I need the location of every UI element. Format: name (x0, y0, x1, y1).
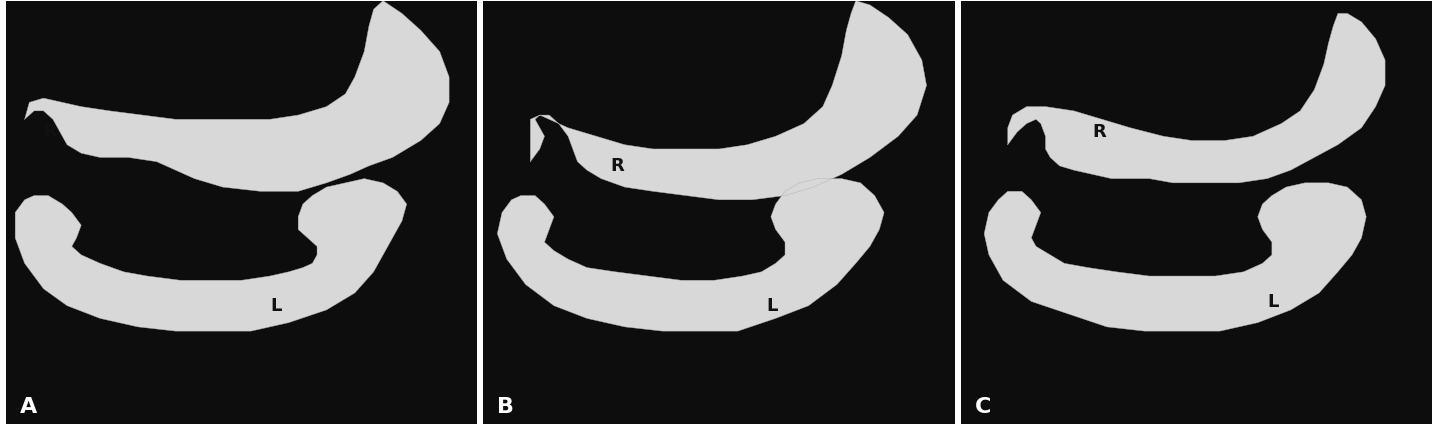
Text: R: R (1093, 123, 1106, 141)
Polygon shape (16, 179, 407, 331)
Text: L: L (766, 296, 778, 314)
Text: R: R (43, 123, 58, 141)
Text: C: C (975, 396, 991, 416)
Polygon shape (24, 2, 449, 192)
Text: B: B (498, 396, 515, 416)
Text: A: A (20, 396, 37, 416)
Polygon shape (1008, 14, 1385, 184)
Polygon shape (984, 184, 1366, 331)
Text: L: L (270, 296, 282, 314)
Text: L: L (1267, 292, 1278, 310)
Text: R: R (611, 157, 624, 175)
Polygon shape (498, 179, 884, 331)
Polygon shape (531, 2, 926, 200)
